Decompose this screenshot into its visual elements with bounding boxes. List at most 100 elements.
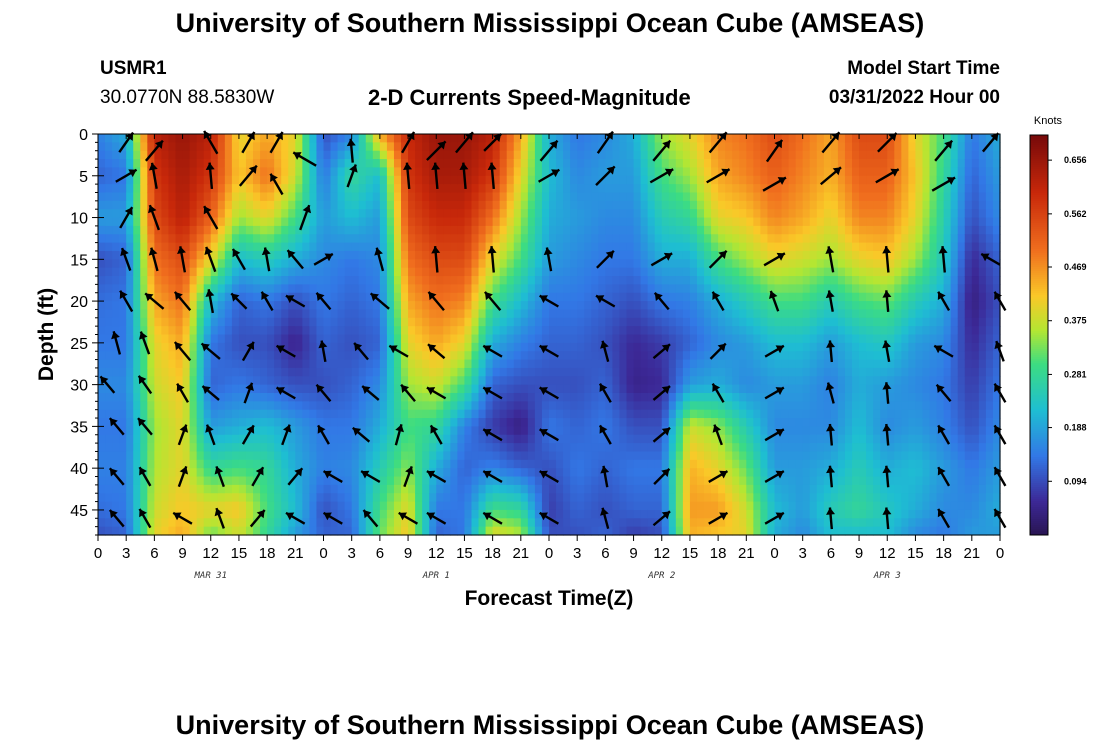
heatmap-cell xyxy=(302,175,311,185)
heatmap-cell xyxy=(379,401,388,411)
heatmap-cell xyxy=(281,225,289,235)
heatmap-cell xyxy=(619,392,628,402)
heatmap-cell xyxy=(203,351,212,361)
heatmap-cell xyxy=(253,175,261,185)
heatmap-cell xyxy=(492,225,501,235)
heatmap-cell xyxy=(661,518,670,528)
heatmap-cell xyxy=(577,167,585,177)
heatmap-cell xyxy=(556,342,564,352)
heatmap-cell xyxy=(182,501,191,511)
heatmap-cell xyxy=(140,426,148,436)
heatmap-cell xyxy=(105,276,113,285)
heatmap-cell xyxy=(485,409,494,419)
heatmap-cell xyxy=(457,292,466,302)
heatmap-cell xyxy=(774,175,783,185)
heatmap-cell xyxy=(436,476,444,486)
heatmap-cell xyxy=(415,217,423,227)
heatmap-cell xyxy=(112,142,120,152)
heatmap-cell xyxy=(245,509,254,519)
heatmap-cell xyxy=(288,301,296,311)
heatmap-cell xyxy=(668,301,677,311)
heatmap-cell xyxy=(168,250,177,260)
heatmap-cell xyxy=(556,167,564,177)
heatmap-cell xyxy=(520,150,529,160)
heatmap-cell xyxy=(224,159,233,169)
heatmap-cell xyxy=(175,426,184,436)
heatmap-cell xyxy=(450,175,458,185)
heatmap-cell xyxy=(781,376,790,386)
heatmap-cell xyxy=(520,317,529,327)
heatmap-cell xyxy=(203,317,212,327)
heatmap-cell xyxy=(788,451,797,461)
heatmap-cell xyxy=(358,292,367,302)
heatmap-cell xyxy=(140,167,148,177)
heatmap-cell xyxy=(98,459,106,469)
heatmap-cell xyxy=(478,426,487,436)
heatmap-cell xyxy=(661,217,670,227)
heatmap-cell xyxy=(429,443,437,453)
heatmap-cell xyxy=(196,301,205,311)
heatmap-cell xyxy=(541,484,550,494)
heatmap-cell xyxy=(732,526,740,536)
heatmap-cell xyxy=(809,159,818,169)
heatmap-cell xyxy=(274,451,282,461)
heatmap-cell xyxy=(584,384,592,394)
heatmap-cell xyxy=(647,309,656,319)
heatmap-cell xyxy=(450,284,458,294)
heatmap-cell xyxy=(386,443,395,453)
heatmap-cell xyxy=(260,142,268,152)
heatmap-cell xyxy=(457,309,466,319)
heatmap-cell xyxy=(704,200,712,210)
heatmap-cell xyxy=(788,317,797,327)
heatmap-cell xyxy=(739,309,747,319)
heatmap-cell xyxy=(126,426,134,436)
heatmap-cell xyxy=(119,276,127,285)
heatmap-cell xyxy=(767,351,776,361)
heatmap-cell xyxy=(457,301,466,311)
heatmap-cell xyxy=(563,209,571,219)
heatmap-cell xyxy=(189,359,198,369)
heatmap-cell xyxy=(316,250,325,260)
heatmap-cell xyxy=(295,334,303,344)
heatmap-cell xyxy=(274,376,282,386)
heatmap-cell xyxy=(309,284,318,294)
heatmap-cell xyxy=(506,292,515,302)
heatmap-cell xyxy=(485,167,494,177)
heatmap-cell xyxy=(281,309,289,319)
heatmap-cell xyxy=(626,526,635,536)
heatmap-cell xyxy=(633,334,642,344)
heatmap-cell xyxy=(422,459,430,469)
heatmap-cell xyxy=(647,234,656,244)
heatmap-cell xyxy=(626,150,635,160)
heatmap-cell xyxy=(253,426,261,436)
heatmap-cell xyxy=(260,443,268,453)
heatmap-cell xyxy=(316,225,325,235)
heatmap-cell xyxy=(619,401,628,411)
heatmap-cell xyxy=(337,184,346,194)
heatmap-cell xyxy=(175,401,184,411)
heatmap-cell xyxy=(513,184,522,194)
heatmap-cell xyxy=(725,284,733,294)
heatmap-cell xyxy=(795,217,804,227)
heatmap-cell xyxy=(718,276,726,285)
heatmap-cell xyxy=(668,451,677,461)
heatmap-cell xyxy=(168,276,177,285)
heatmap-cell xyxy=(302,351,311,361)
heatmap-cell xyxy=(732,234,740,244)
heatmap-cell xyxy=(689,250,698,260)
heatmap-cell xyxy=(238,426,247,436)
heatmap-cell xyxy=(689,526,698,536)
heatmap-cell xyxy=(112,376,120,386)
heatmap-cell xyxy=(415,409,423,419)
heatmap-cell xyxy=(549,342,557,352)
heatmap-cell xyxy=(704,501,712,511)
heatmap-cell xyxy=(119,401,127,411)
heatmap-cell xyxy=(210,200,219,210)
heatmap-cell xyxy=(478,184,487,194)
heatmap-cell xyxy=(323,134,332,143)
heatmap-cell xyxy=(541,167,550,177)
heatmap-cell xyxy=(267,359,275,369)
heatmap-cell xyxy=(450,376,458,386)
heatmap-cell xyxy=(781,443,790,453)
heatmap-cell xyxy=(718,459,726,469)
